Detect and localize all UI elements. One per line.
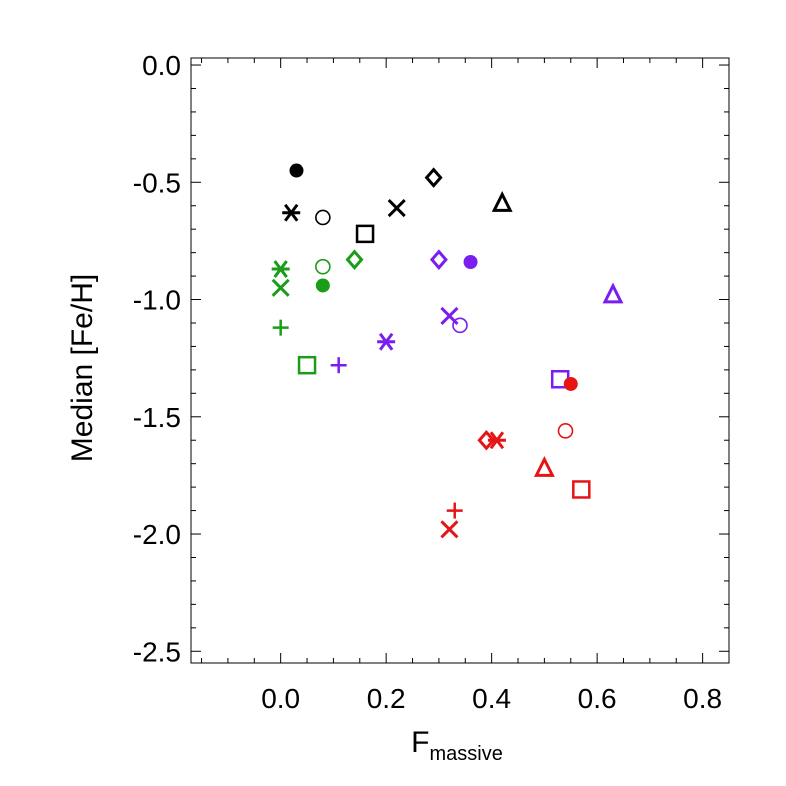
data-point-diamond-red [477,429,496,451]
data-point-open-circle-red [557,423,574,439]
data-point-asterisk-red [487,431,506,450]
data-point-triangle-red [533,456,555,477]
data-point-x-red [440,520,459,539]
data-point-asterisk-purple [377,332,396,351]
data-point-asterisk-black [282,203,301,222]
y-tick-label: -2.5 [133,636,181,667]
y-tick-label: -1.0 [133,285,181,316]
data-point-square-green [297,355,317,375]
data-point-diamond-purple [429,249,448,270]
x-axis-label-subscript: massive [429,743,502,765]
plot-frame [190,57,730,664]
y-tick-label: -0.5 [133,167,181,198]
data-point-diamond-black [424,167,443,188]
x-axis-ticks: 0.0 0.2 0.4 0.6 0.8 [201,58,730,714]
x-tick-label: 0.8 [683,683,722,714]
data-point-x-black [387,199,406,218]
x-tick-label: 0.0 [261,683,300,714]
x-tick-label: 0.2 [367,683,406,714]
x-tick-label: 0.4 [472,683,511,714]
x-axis-label: Fmassive [411,726,503,765]
data-point-plus-purple [330,357,347,374]
data-point-diamond-green [345,249,364,270]
data-point-open-circle-purple [452,317,468,334]
data-point-square-black [355,224,375,244]
y-tick-label: -1.5 [133,402,181,433]
data-point-x-green [271,278,290,297]
y-axis-ticks: 0.0 -0.5 -1.0 -1.5 -2.0 -2.5 [133,50,729,667]
data-point-asterisk-green [271,260,290,278]
data-point-plus-red [446,502,463,519]
data-point-triangle-black [491,191,513,212]
data-point-filled-circle-black [289,163,304,178]
axes-frame [190,57,730,664]
data-point-filled-circle-purple [463,255,478,270]
data-point-triangle-purple [602,282,624,304]
data-point-filled-circle-green [315,278,330,293]
data-point-plus-green [272,319,289,336]
y-tick-label: 0.0 [142,50,181,81]
data-point-open-circle-black [315,209,331,226]
data-markers [271,163,624,539]
data-point-open-circle-green [315,258,331,275]
data-point-filled-circle-red [563,376,578,391]
y-axis-label: Median [Fe/H] [66,274,99,462]
x-tick-label: 0.6 [578,683,617,714]
x-axis-label-main: F [411,726,429,759]
data-point-square-red [572,480,591,499]
y-tick-label: -2.0 [133,519,181,550]
